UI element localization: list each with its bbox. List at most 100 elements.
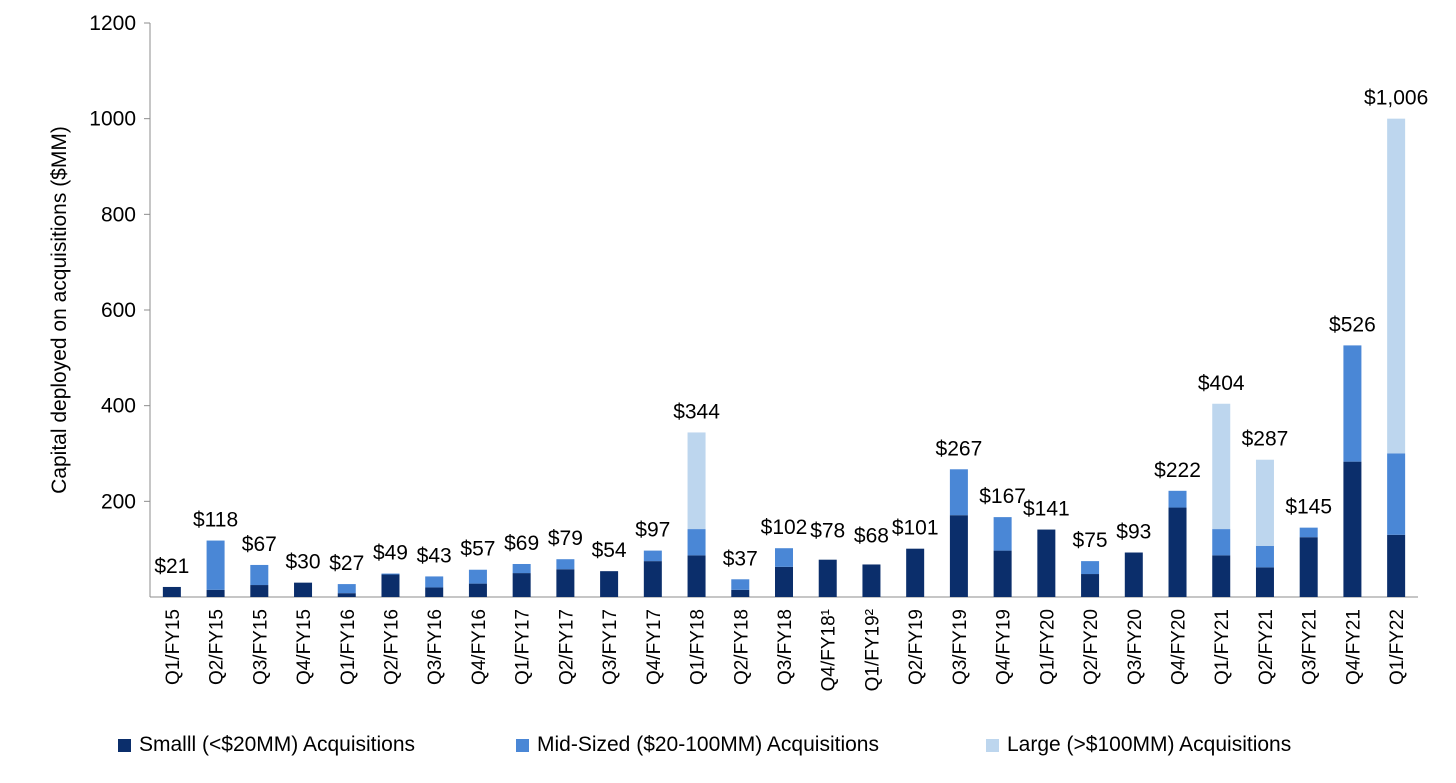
bar-segment [1037, 529, 1056, 597]
x-tick-label: Q2/FY16 [381, 609, 402, 685]
bar-segment [512, 563, 531, 574]
x-tick-label: Q2/FY19 [906, 609, 927, 685]
bar-total-label: $79 [548, 527, 583, 550]
legend-item-large: Large (>$100MM) Acquisitions [986, 733, 1291, 757]
bar-segment [600, 571, 619, 597]
legend-label-small: Smalll (<$20MM) Acquisitions [139, 733, 416, 756]
bar-segment [1255, 459, 1274, 546]
bar-segment [1343, 461, 1362, 597]
bar-segment [1255, 567, 1274, 597]
bars [162, 118, 1406, 597]
y-tick-label: 1200 [89, 12, 136, 35]
bar-segment [687, 432, 706, 530]
bar-total-label: $267 [936, 437, 983, 460]
bar-total-label: $118 [193, 509, 238, 532]
bar-segment [425, 576, 444, 588]
x-tick-label: Q3/FY16 [425, 609, 446, 685]
x-tick-label: Q3/FY15 [250, 609, 271, 685]
bar-segment [1387, 534, 1406, 597]
bar-segment [1168, 490, 1187, 508]
x-tick-label: Q2/FY18 [731, 609, 752, 685]
x-tick-label: Q1/FY15 [163, 609, 184, 685]
bar-total-label: $102 [761, 516, 808, 539]
bar-total-label: $49 [373, 542, 408, 565]
x-tick-label: Q4/FY15 [294, 609, 315, 685]
x-tick-label: Q3/FY18 [775, 609, 796, 685]
y-tick-label: 600 [101, 299, 136, 322]
bar-total-label: $78 [810, 520, 845, 543]
bar-segment [862, 564, 881, 597]
bar-segment [643, 550, 662, 562]
x-tick-label: Q4/FY18¹ [819, 609, 840, 691]
bar-segment [206, 589, 225, 597]
x-tick-label: Q2/FY15 [207, 609, 228, 685]
bar-total-label: $54 [592, 539, 627, 562]
x-tick-label: Q3/FY19 [950, 609, 971, 685]
x-tick-label: Q2/FY20 [1081, 609, 1102, 685]
bar-segment [1299, 537, 1318, 597]
y-axis-title: Capital deployed on acquisitions ($MM) [48, 126, 71, 494]
bar-segment [687, 555, 706, 597]
bar-segment [731, 589, 750, 597]
bar-total-label: $404 [1198, 372, 1245, 395]
x-tick-label: Q1/FY17 [513, 609, 534, 685]
x-tick-label: Q1/FY20 [1037, 609, 1058, 685]
x-tick-label: Q3/FY21 [1300, 609, 1321, 685]
bar-segment [1387, 453, 1406, 535]
y-tick-label: 1000 [89, 108, 136, 131]
bar-segment [1299, 527, 1318, 538]
bar-total-label: $75 [1073, 529, 1108, 552]
bar-segment [162, 586, 181, 597]
bar-segment [949, 469, 968, 516]
bar-segment [1168, 507, 1187, 597]
legend-swatch-mid [516, 738, 529, 752]
bar-total-label: $30 [286, 551, 321, 574]
bar-segment [643, 561, 662, 597]
bar-segment [381, 573, 400, 575]
bar-segment [337, 584, 356, 594]
x-tick-label: Q3/FY20 [1125, 609, 1146, 685]
bar-segment [294, 582, 313, 597]
x-tick-label: Q4/FY16 [469, 609, 490, 685]
x-tick-label: Q2/FY21 [1256, 609, 1277, 685]
bar-segment [206, 540, 225, 590]
bar-segment [1343, 345, 1362, 462]
y-tick-label: 800 [101, 203, 136, 226]
bar-total-label: $43 [417, 544, 452, 567]
x-tick-label: Q2/FY17 [556, 609, 577, 685]
x-tick-label: Q1/FY22 [1387, 609, 1408, 685]
bar-segment [512, 573, 531, 597]
bar-segment [1212, 555, 1231, 597]
legend: Smalll (<$20MM) Acquisitions Mid-Sized (… [0, 733, 1456, 767]
bar-segment [1081, 574, 1100, 597]
bar-segment [468, 583, 487, 597]
legend-item-small: Smalll (<$20MM) Acquisitions [118, 733, 415, 757]
x-tick-label: Q4/FY21 [1343, 609, 1364, 685]
bar-segment [687, 529, 706, 556]
x-tick-label: Q1/FY19² [862, 609, 883, 691]
y-tick-label: 400 [101, 395, 136, 418]
bar-total-label: $344 [673, 400, 720, 423]
bar-segment [1387, 118, 1406, 454]
x-tick-label: Q3/FY17 [600, 609, 621, 685]
bar-segment [556, 559, 575, 570]
bar-total-label: $21 [154, 555, 189, 578]
bar-segment [731, 579, 750, 590]
bar-segment [425, 587, 444, 597]
bar-total-label: $526 [1329, 313, 1376, 336]
bar-segment [1212, 403, 1231, 530]
bar-segment [1212, 529, 1231, 556]
bar-total-label: $97 [635, 519, 670, 542]
x-tick-label: Q4/FY19 [994, 609, 1015, 685]
bar-segment [993, 517, 1012, 551]
bar-segment [1124, 552, 1143, 597]
bar-segment [1081, 561, 1100, 575]
bar-segment [250, 564, 269, 586]
legend-swatch-large [986, 738, 999, 752]
bar-total-label: $93 [1116, 521, 1151, 544]
bar-total-label: $57 [460, 538, 495, 561]
x-tick-label: Q1/FY18 [688, 609, 709, 685]
bar-segment [556, 569, 575, 597]
x-tick-label: Q1/FY21 [1212, 609, 1233, 685]
x-tick-label: Q4/FY20 [1169, 609, 1190, 685]
